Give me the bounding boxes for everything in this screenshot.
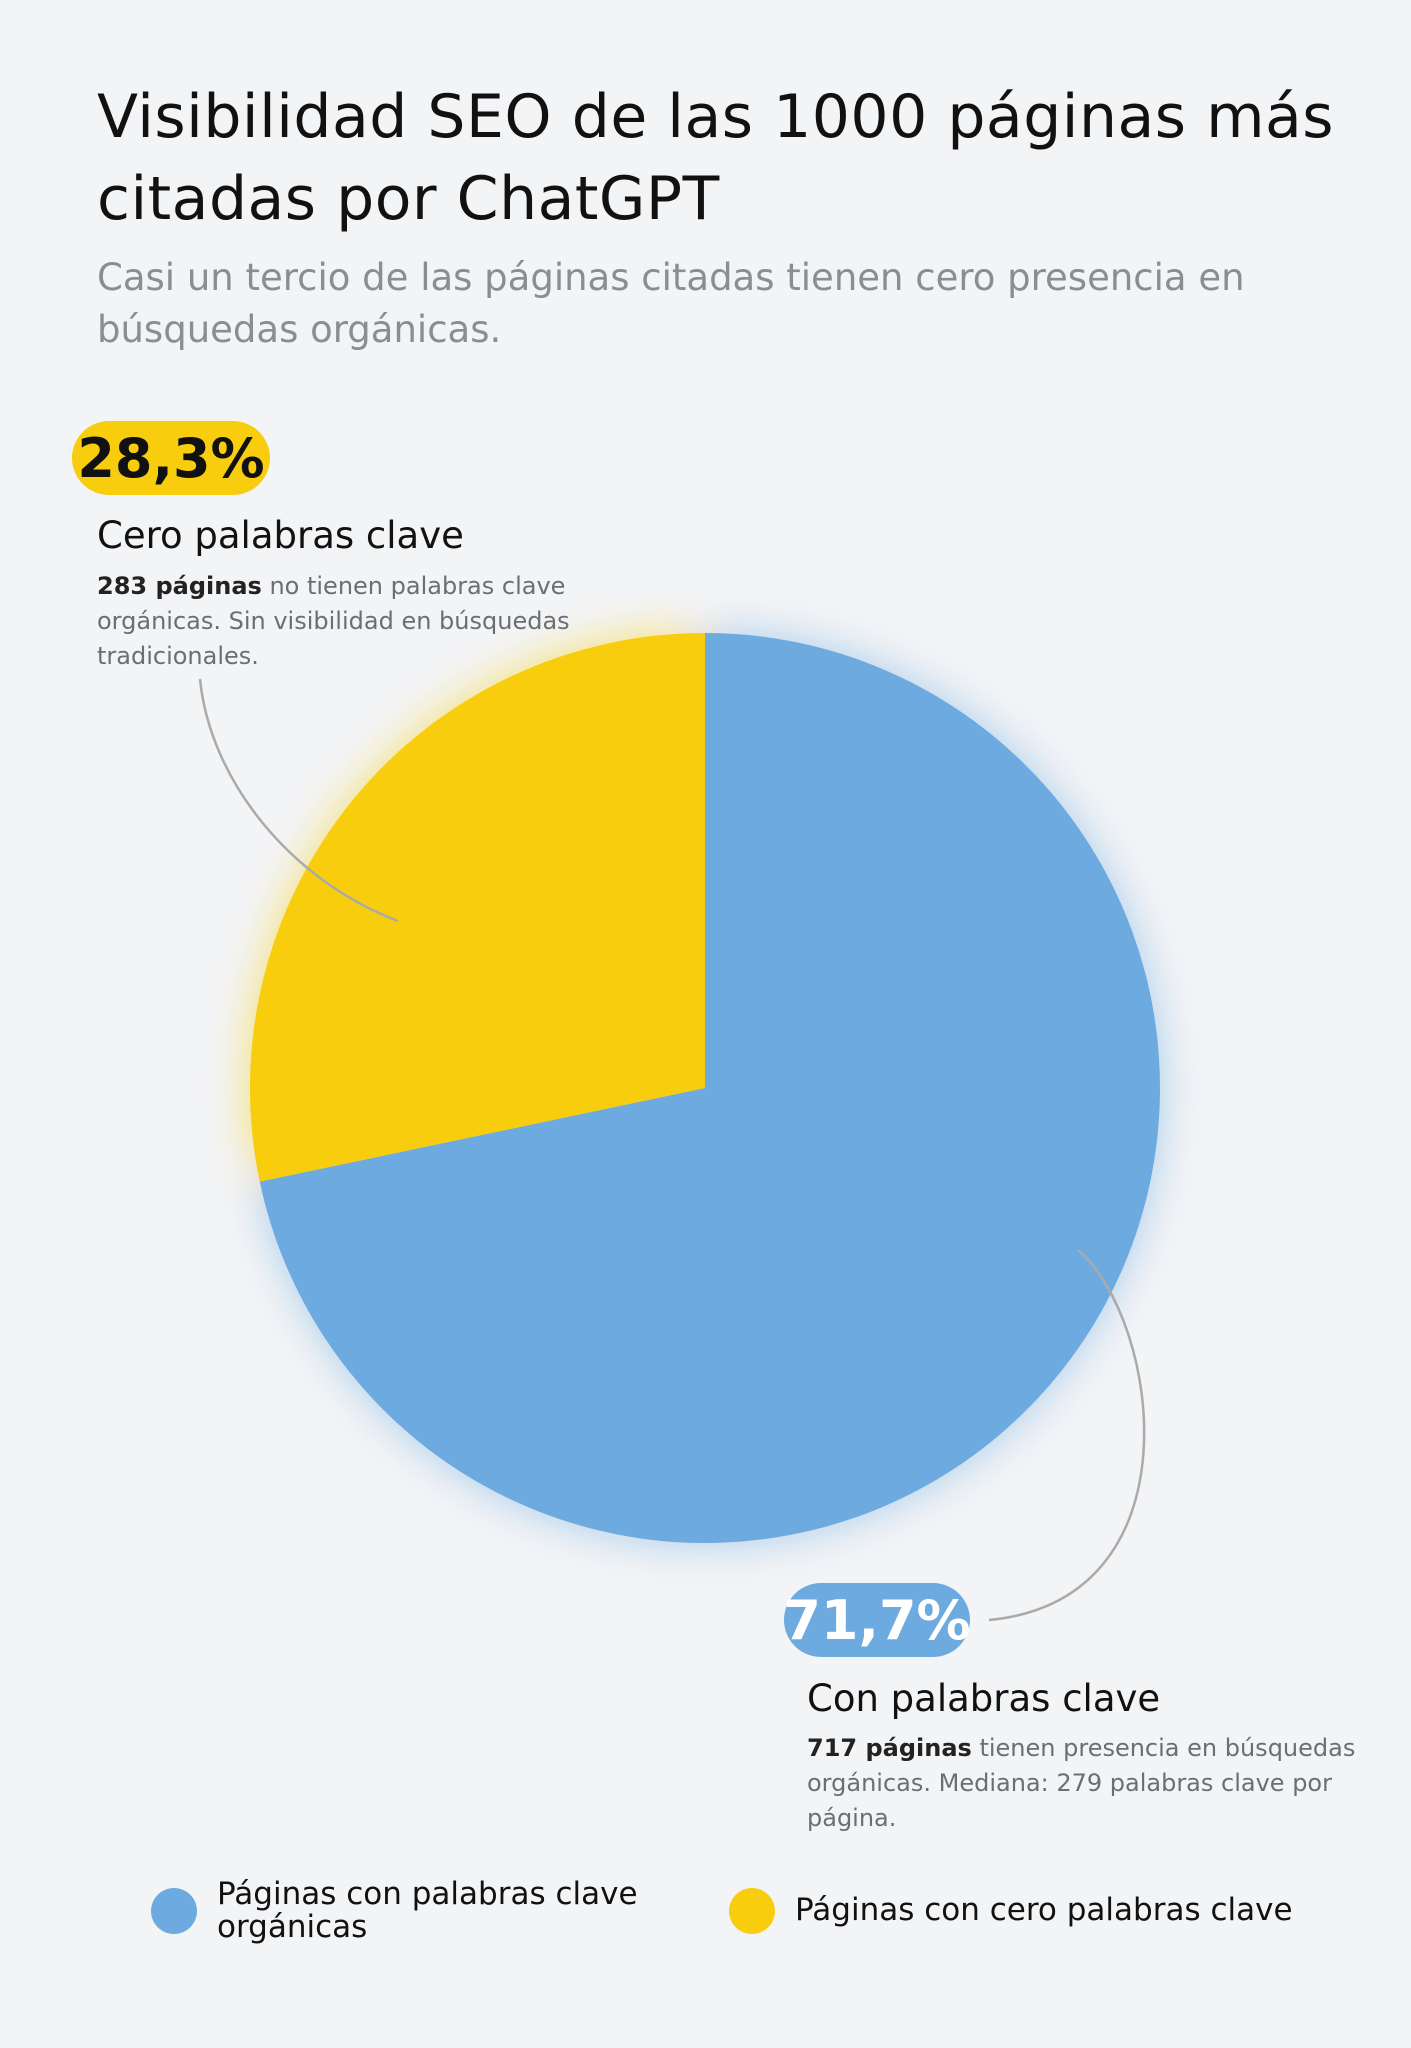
chart-subtitle: Casi un tercio de las páginas citadas ti… xyxy=(97,256,1245,351)
annotation-text: 283 páginas no tienen palabras clave org… xyxy=(97,569,697,674)
annotation-text: 717 páginas tienen presencia en búsqueda… xyxy=(807,1731,1407,1836)
pie xyxy=(250,633,1161,1543)
pie-slice xyxy=(259,633,1161,1543)
legend-swatch xyxy=(729,1888,775,1934)
chart-title: Visibilidad SEO de las 1000 páginas más … xyxy=(97,82,1335,234)
annotation-title: Cero palabras clave xyxy=(97,514,464,557)
legend-item: Páginas con cero palabras clave xyxy=(729,1888,1349,1934)
annotation-body: tienen presencia en búsquedas orgánicas.… xyxy=(807,1734,1356,1832)
value-label: 28,3% xyxy=(72,421,270,495)
annotation-highlight: 283 páginas xyxy=(97,572,262,600)
pie-slice xyxy=(250,633,706,1182)
annotation-highlight: 717 páginas xyxy=(807,1734,972,1762)
annotation-body: no tienen palabras clave orgánicas. Sin … xyxy=(97,572,570,670)
legend-label: Páginas con palabras clave orgánicas xyxy=(217,1876,638,1945)
value-label: 71,7% xyxy=(783,1583,971,1657)
legend-swatch xyxy=(151,1888,197,1934)
connector xyxy=(988,1249,1146,1622)
annotation-title: Con palabras clave xyxy=(807,1677,1161,1720)
legend-item: Páginas con palabras clave orgánicas xyxy=(151,1878,671,1944)
legend-label: Páginas con cero palabras clave xyxy=(795,1892,1293,1928)
connector xyxy=(198,678,399,923)
